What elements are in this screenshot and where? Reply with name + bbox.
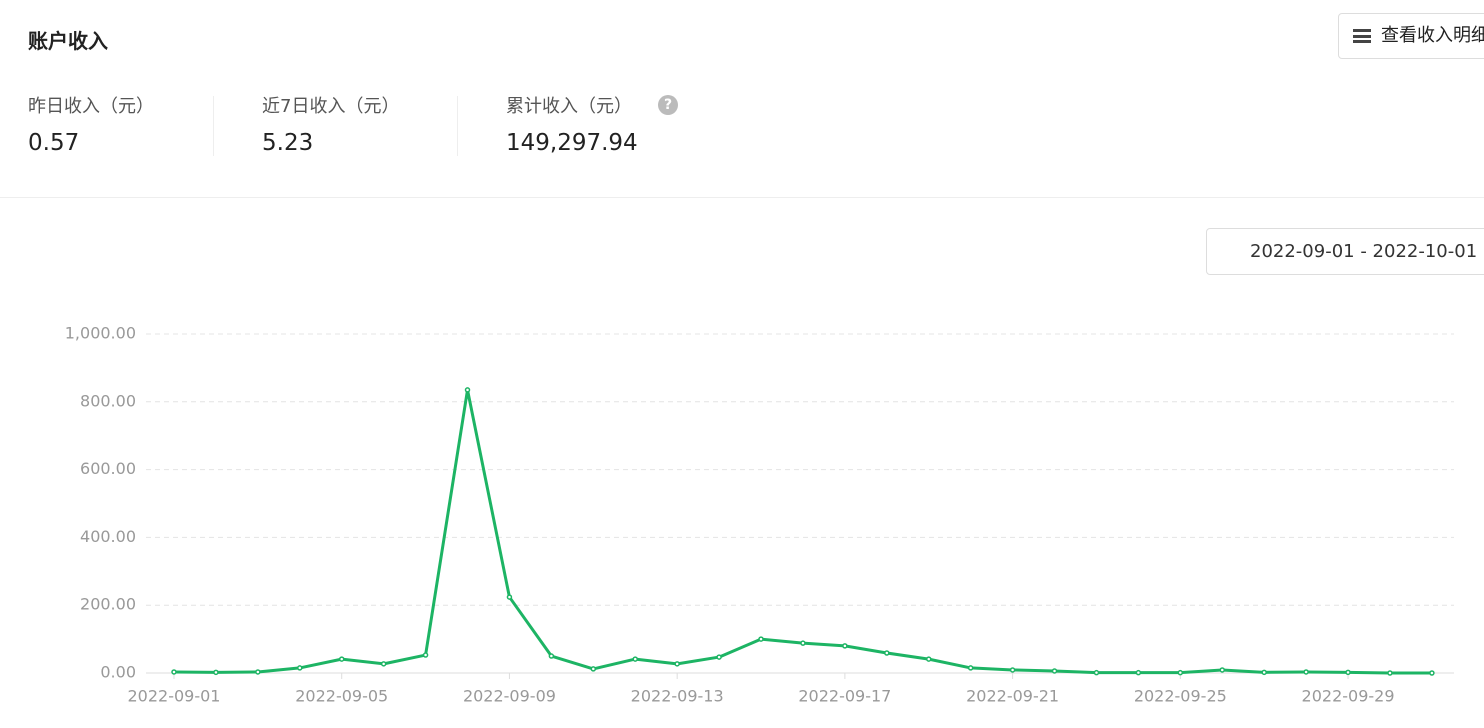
date-picker[interactable]: 2022-09-01 - 2022-10-01 (1206, 228, 1484, 275)
x-tick-label: 2022-09-13 (631, 687, 724, 706)
data-point (1219, 667, 1225, 673)
data-point (171, 669, 177, 675)
data-point (716, 654, 722, 660)
data-point (213, 669, 219, 676)
y-tick-label: 800.00 (80, 391, 136, 410)
y-tick-label: 200.00 (80, 595, 136, 614)
detail-button[interactable]: 查看收入明细 (1338, 13, 1484, 59)
separator (457, 96, 458, 156)
data-point (1303, 669, 1309, 675)
data-point (1429, 670, 1435, 676)
data-point (548, 653, 555, 659)
stat: 昨日收入（元） 0.57 (28, 92, 154, 156)
data-point (422, 652, 429, 658)
data-point (1051, 668, 1058, 674)
data-point (925, 656, 932, 662)
stat: 近7日收入（元） 5.23 (262, 92, 399, 156)
data-point (884, 650, 890, 656)
separator (213, 96, 214, 156)
data-point (506, 594, 513, 600)
data-point (590, 666, 597, 672)
x-tick-label: 2022-09-01 (128, 687, 221, 706)
stat-value: 0.57 (28, 130, 80, 156)
data-point (380, 661, 387, 667)
x-tick-label: 2022-09-09 (463, 687, 556, 706)
data-point (1093, 669, 1100, 676)
data-point (1177, 669, 1184, 676)
y-tick-label: 1,000.00 (65, 324, 136, 343)
x-tick-label: 2022-09-17 (798, 687, 891, 706)
data-point (1345, 669, 1351, 676)
data-point (800, 640, 806, 646)
stat: 累计收入（元） 149,297.94 (506, 92, 638, 156)
date-range[interactable]: 2022-09-01 - 2022-10-01 (1250, 241, 1478, 262)
stat-label: 昨日收入（元） (28, 96, 154, 117)
data-point (1009, 667, 1016, 673)
data-point (967, 665, 974, 671)
data-point (1135, 669, 1142, 676)
stat-label: 累计收入（元） (506, 96, 632, 117)
y-tick-label: 0.00 (100, 663, 136, 682)
stat-label: 近7日收入（元） (262, 96, 400, 117)
help-icon[interactable]: ? (658, 95, 678, 115)
x-tick-label: 2022-09-29 (1302, 687, 1395, 706)
data-point (758, 636, 764, 642)
data-point (632, 656, 638, 662)
x-tick-label: 2022-09-25 (1134, 687, 1227, 706)
stat-value: 149,297.94 (506, 130, 638, 156)
data-point (255, 669, 261, 675)
button-label[interactable]: 查看收入明细 (1381, 25, 1484, 46)
data-point (464, 387, 471, 393)
data-point (842, 643, 848, 649)
x-tick-label: 2022-09-05 (295, 687, 388, 706)
y-tick-label: 600.00 (80, 459, 136, 478)
x-tick-label: 2022-09-21 (966, 687, 1059, 706)
page-title: 账户收入 (28, 29, 108, 53)
data-point (297, 665, 303, 671)
data-point (1261, 669, 1267, 676)
divider (0, 197, 1484, 198)
y-tick-label: 400.00 (80, 527, 136, 546)
list-icon (1353, 29, 1371, 43)
chart: 0.00 200.00 400.00 600.00 800.00 1,000.00 2022… (65, 324, 1454, 706)
data-point (1387, 670, 1393, 676)
stat-value: 5.23 (262, 130, 314, 156)
data-point (674, 661, 680, 667)
data-point (338, 656, 345, 662)
series-line (173, 388, 1432, 675)
